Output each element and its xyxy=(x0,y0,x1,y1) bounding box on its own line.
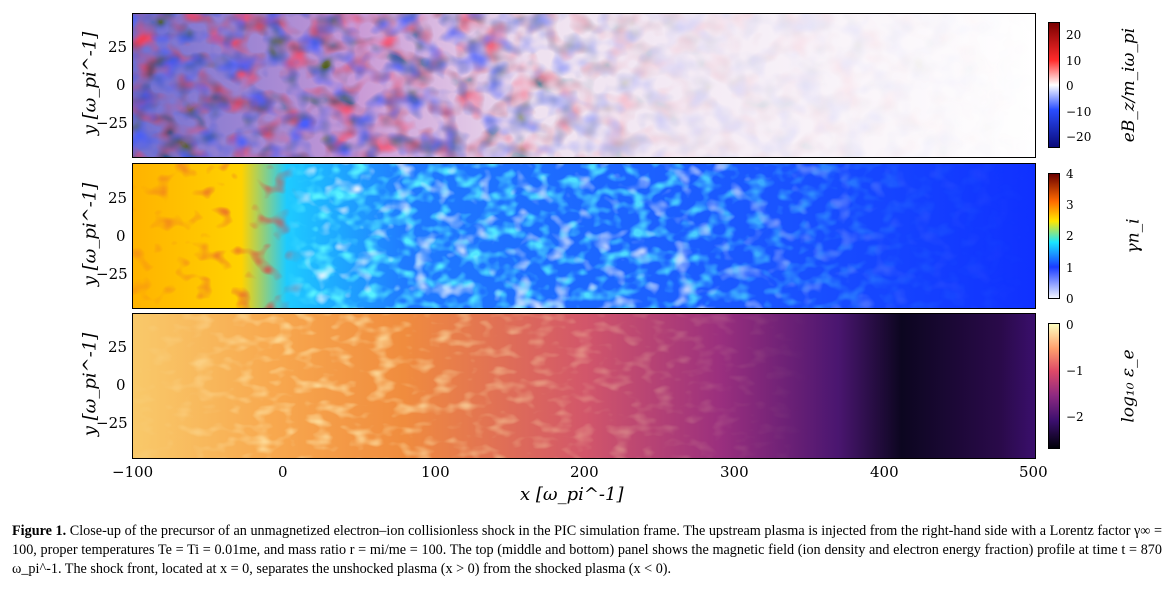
panel2-colorbar-tick: 1 xyxy=(1066,261,1074,275)
ion-density-image xyxy=(133,164,1035,308)
panel1-ytick: 0 xyxy=(116,76,126,94)
figure-caption: Figure 1. Close-up of the precursor of a… xyxy=(12,522,1162,579)
magnetic-field-panel xyxy=(132,13,1036,158)
electron-energy-panel xyxy=(132,313,1036,459)
ion-density-panel xyxy=(132,163,1036,309)
magnetic-field-image xyxy=(133,14,1035,157)
panel3-ytick: 25 xyxy=(108,338,128,356)
panel2-colorbar-tick: 4 xyxy=(1066,167,1074,181)
figure: y [ω_pi^-1] y [ω_pi^-1] y [ω_pi^-1] 25 0… xyxy=(79,13,1144,505)
panel1-ytick: −25 xyxy=(96,114,128,132)
electron-energy-image xyxy=(133,314,1035,458)
x-tick: 100 xyxy=(421,463,450,481)
panel3-colorbar-tick: −2 xyxy=(1066,410,1084,424)
x-tick: −100 xyxy=(112,463,154,481)
panel1-colorbar-tick: 10 xyxy=(1066,54,1082,68)
panel2-ytick: 0 xyxy=(116,227,126,245)
magnetic-field-colorbar xyxy=(1048,22,1060,148)
x-tick: 500 xyxy=(1019,463,1048,481)
panel2-colorbar-tick: 3 xyxy=(1066,198,1074,212)
caption-label: Figure 1. xyxy=(12,523,67,539)
x-tick: 300 xyxy=(720,463,749,481)
panel3-colorbar-tick: −1 xyxy=(1066,364,1084,378)
electron-energy-colorbar xyxy=(1048,323,1060,449)
panel1-colorbar-tick: 20 xyxy=(1066,28,1082,42)
panel3-ytick: −25 xyxy=(96,414,128,432)
panel1-colorbar-label: eB_z/m_iω_pi xyxy=(1119,27,1140,143)
panel2-colorbar-tick: 2 xyxy=(1066,229,1074,243)
x-tick: 200 xyxy=(570,463,599,481)
x-tick: 400 xyxy=(870,463,899,481)
panel3-ytick: 0 xyxy=(116,376,126,394)
panel2-ytick: −25 xyxy=(96,265,128,283)
panel1-colorbar-tick: −20 xyxy=(1066,130,1092,144)
panel3-colorbar-label: log₁₀ ε_e xyxy=(1118,349,1139,423)
panel2-colorbar-label: γn_i xyxy=(1123,218,1144,254)
panel2-colorbar-tick: 0 xyxy=(1066,292,1074,306)
panel2-ytick: 25 xyxy=(108,189,128,207)
ion-density-colorbar xyxy=(1048,173,1060,299)
panel1-colorbar-tick: 0 xyxy=(1066,79,1074,93)
panel1-colorbar-tick: −10 xyxy=(1066,105,1092,119)
x-tick: 0 xyxy=(278,463,288,481)
x-axis-label: x [ω_pi^-1] xyxy=(520,484,624,505)
panel3-colorbar-tick: 0 xyxy=(1066,318,1074,332)
panel1-ytick: 25 xyxy=(108,38,128,56)
caption-text: Close-up of the precursor of an unmagnet… xyxy=(12,523,1163,577)
